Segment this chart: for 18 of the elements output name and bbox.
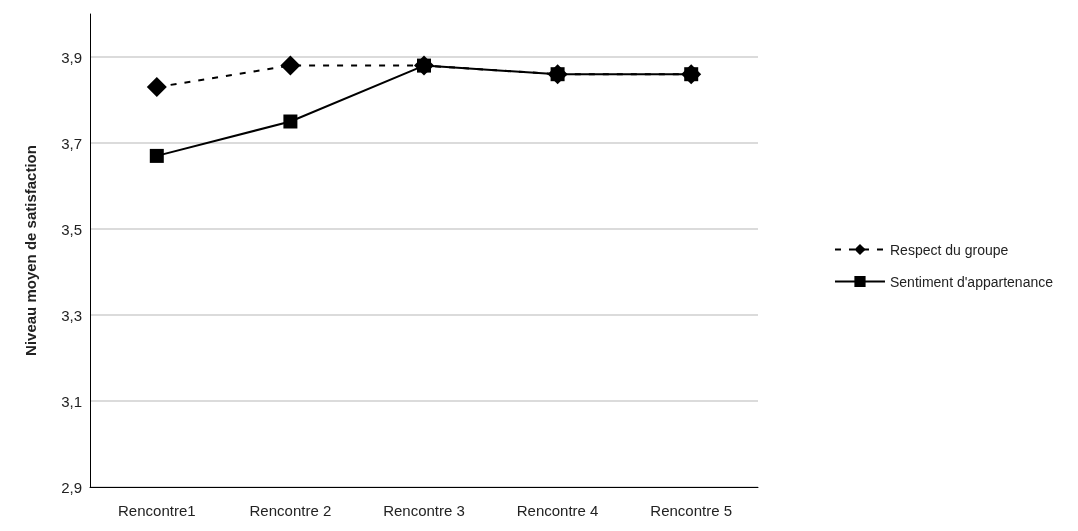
point xyxy=(149,148,164,163)
x-tick-label: Rencontre 2 xyxy=(249,502,332,519)
point xyxy=(283,114,298,129)
x-tick-label: Rencontre 5 xyxy=(650,502,733,519)
point xyxy=(280,55,301,76)
y-tick-label: 2,9 xyxy=(61,478,82,496)
y-tick-label: 3,5 xyxy=(61,220,82,238)
legend-label: Sentiment d'appartenance xyxy=(889,273,1054,290)
y-axis-title: Niveau moyen de satisfaction xyxy=(22,145,39,356)
x-tick-label: Rencontre 4 xyxy=(516,502,599,519)
y-tick-label: 3,9 xyxy=(61,48,82,66)
y-tick-label: 3,1 xyxy=(61,392,82,410)
legend-label: Respect du groupe xyxy=(889,241,1009,258)
x-tick-label: Rencontre1 xyxy=(118,502,196,519)
x-tick-label: Rencontre 3 xyxy=(383,502,465,519)
y-tick-label: 3,3 xyxy=(61,306,82,324)
point xyxy=(146,77,167,98)
y-tick-label: 3,7 xyxy=(61,134,82,152)
